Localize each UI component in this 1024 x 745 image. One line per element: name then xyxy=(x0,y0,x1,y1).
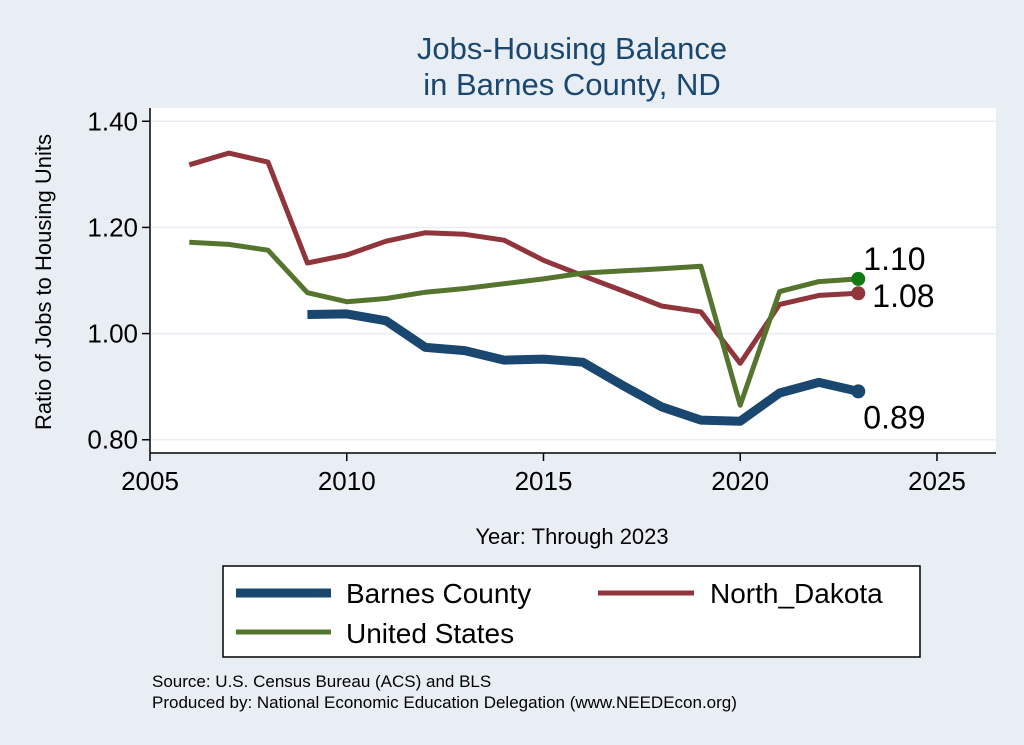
produced-by-note: Produced by: National Economic Education… xyxy=(152,693,737,712)
y-axis-label: Ratio of Jobs to Housing Units xyxy=(31,134,56,430)
x-tick-label: 2005 xyxy=(121,466,179,496)
series-line-north-dakota xyxy=(188,150,859,366)
series-end-labels: 0.89 1.081.10 xyxy=(863,241,934,436)
series-end-markers xyxy=(851,271,866,399)
x-tick-label: 2025 xyxy=(908,466,966,496)
y-tick-label: 1.00 xyxy=(87,319,138,349)
legend: Barnes County North_Dakota United States xyxy=(236,578,883,649)
x-tick-label: 2020 xyxy=(711,466,769,496)
y-tick-label: 0.80 xyxy=(87,425,138,455)
y-tick-label: 1.20 xyxy=(87,212,138,242)
series-line-barnes-county xyxy=(307,309,860,426)
end-marker-united-states xyxy=(851,271,866,286)
end-label-united-states: 1.10 xyxy=(863,241,925,277)
legend-label-united-states: United States xyxy=(346,618,514,649)
x-axis-ticks: 2005 2010 2015 2020 2025 xyxy=(121,453,966,496)
legend-label-north-dakota: North_Dakota xyxy=(710,578,883,609)
legend-label-barnes-county: Barnes County xyxy=(346,578,531,609)
end-label-barnes-county: 0.89 xyxy=(863,399,925,435)
chart-title-line-1: Jobs-Housing Balance xyxy=(417,31,727,66)
source-note: Source: U.S. Census Bureau (ACS) and BLS xyxy=(152,672,491,691)
x-tick-label: 2015 xyxy=(515,466,573,496)
x-tick-label: 2010 xyxy=(318,466,376,496)
end-marker-north-dakota xyxy=(851,286,866,301)
y-axis-ticks: 0.80 1.00 1.20 1.40 xyxy=(87,106,150,455)
y-tick-label: 1.40 xyxy=(87,106,138,136)
chart-title-line-2: in Barnes County, ND xyxy=(423,67,721,102)
x-axis-label: Year: Through 2023 xyxy=(475,524,668,549)
end-label-north-dakota: 1.08 xyxy=(872,278,934,314)
gridlines xyxy=(150,120,996,441)
series-lines xyxy=(188,150,860,426)
legend-box xyxy=(222,565,921,658)
end-marker-barnes-county xyxy=(851,384,866,399)
series-line-united-states xyxy=(189,239,859,408)
